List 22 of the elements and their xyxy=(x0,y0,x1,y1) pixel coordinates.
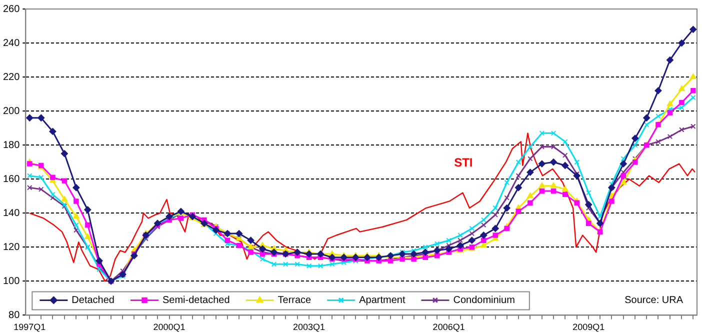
x-tick-label: 2009Q1 xyxy=(572,322,605,332)
y-tick-label: 240 xyxy=(2,38,20,49)
legend-label: Semi-detached xyxy=(162,294,230,306)
y-tick-label: 180 xyxy=(2,140,20,151)
x-tick-label: 2003Q1 xyxy=(293,322,326,332)
y-tick-label: 200 xyxy=(2,106,20,117)
annotation: Source: URA xyxy=(624,294,684,306)
legend-label: Detached xyxy=(72,294,114,306)
x-tick-label: 1997Q1 xyxy=(14,322,46,332)
x-tick-label: 2006Q1 xyxy=(432,322,465,332)
legend-label: Apartment xyxy=(359,294,406,306)
y-tick-label: 80 xyxy=(8,310,20,321)
y-tick-label: 220 xyxy=(2,72,20,83)
legend-label: Condominium xyxy=(453,294,515,306)
series-label: STI xyxy=(454,155,473,170)
y-tick-label: 120 xyxy=(2,242,20,253)
y-tick-label: 160 xyxy=(2,174,20,185)
y-tick-label: 140 xyxy=(2,208,20,219)
legend-label: Terrace xyxy=(278,294,312,306)
x-tick-label: 2000Q1 xyxy=(153,322,186,332)
y-tick-label: 100 xyxy=(2,276,20,287)
y-tick-label: 260 xyxy=(2,4,20,15)
